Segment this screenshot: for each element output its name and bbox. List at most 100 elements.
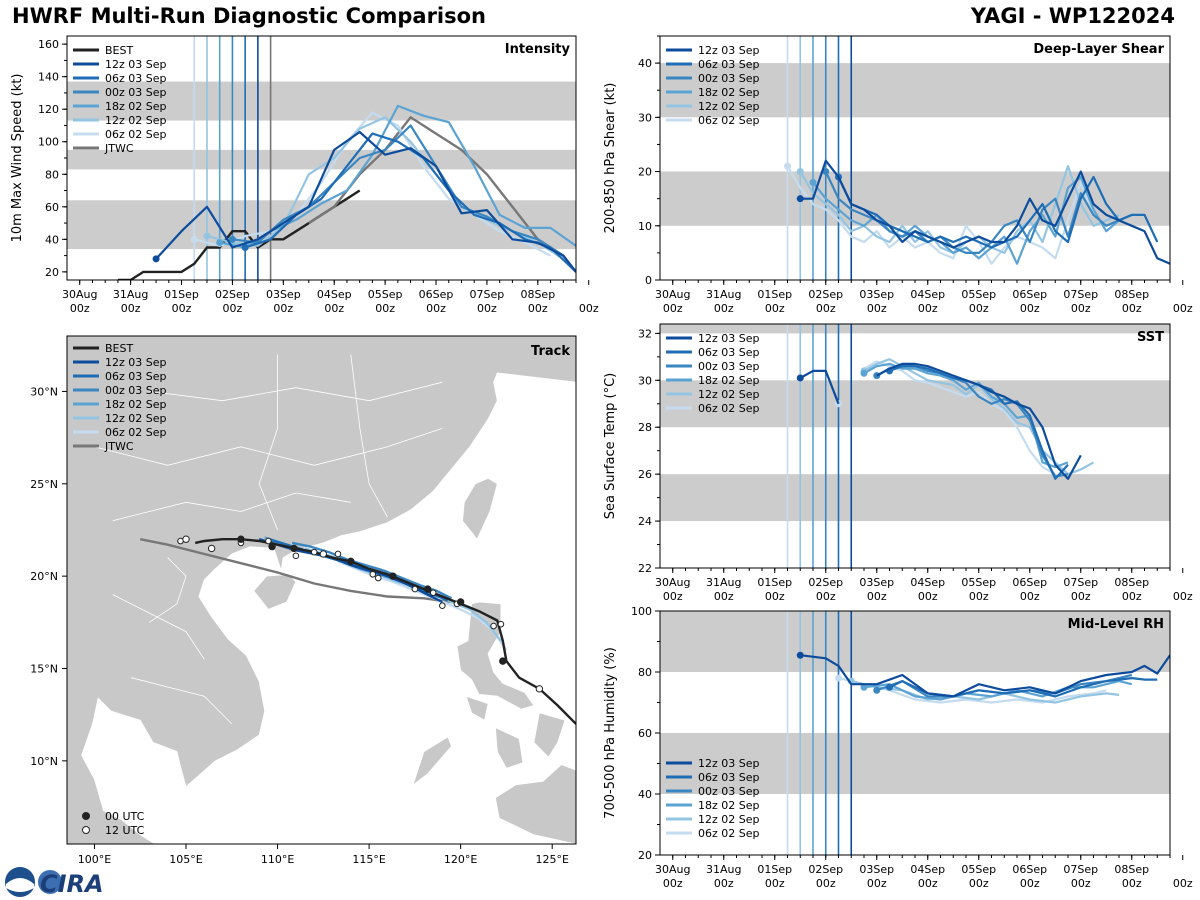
best-position-marker xyxy=(319,550,328,558)
legend-label: 06z 03 Sep xyxy=(698,58,760,71)
legend-label: 12z 03 Sep xyxy=(698,44,760,57)
x-tick-label: 04Sep xyxy=(910,863,945,876)
run-position-marker xyxy=(310,548,318,556)
y-tick-label: 20 xyxy=(638,849,652,862)
x-tick-label: 30Aug xyxy=(62,288,97,301)
best-position-marker xyxy=(182,535,190,543)
panel-title: Intensity xyxy=(505,42,571,57)
x-tick-label: 30Aug xyxy=(655,576,690,589)
run-init-point xyxy=(860,369,868,377)
map-content xyxy=(67,336,576,844)
x-tick-sublabel: 00z xyxy=(714,302,734,315)
y-tick-label: 10 xyxy=(638,220,652,233)
run-line xyxy=(837,175,1159,249)
x-tick-sublabel: 00z xyxy=(765,877,785,890)
x-tick-sublabel: 00z xyxy=(1071,877,1091,890)
best-position-marker xyxy=(389,572,397,580)
x-tick-label: 31Aug xyxy=(706,863,741,876)
y-tick-label: 40 xyxy=(638,57,652,70)
marker-legend-symbol xyxy=(82,812,90,820)
legend-label: 12z 02 Sep xyxy=(105,114,167,127)
x-tick-sublabel: 00z xyxy=(1020,302,1040,315)
lat-tick-label: 10°N xyxy=(30,755,58,768)
cira-globe-icon xyxy=(38,870,62,894)
lon-tick-label: 125°E xyxy=(535,853,568,866)
x-tick-label: 08Sep xyxy=(1114,576,1149,589)
jtwc-track xyxy=(139,538,465,607)
plot-content xyxy=(660,324,1170,568)
legend-label: 18z 02 Sep xyxy=(698,799,760,812)
threshold-band xyxy=(67,81,576,121)
noaa-wave-icon xyxy=(6,878,34,892)
x-tick-sublabel: 00z xyxy=(1020,877,1040,890)
x-tick-sublabel: 00z xyxy=(663,590,683,603)
rh-panel: 2040608010030Aug00z31Aug00z01Sep00z02Sep… xyxy=(603,605,1193,890)
run-init-point xyxy=(241,243,249,251)
x-tick-sublabel: 00z xyxy=(867,590,887,603)
run-line xyxy=(219,104,576,249)
y-tick-label: 80 xyxy=(45,168,59,181)
x-tick-sublabel: 00z xyxy=(1173,590,1193,603)
x-tick-sublabel: 00z xyxy=(816,590,836,603)
run-init-point xyxy=(190,235,198,243)
y-tick-label: 0 xyxy=(645,274,652,287)
province-border xyxy=(131,677,233,725)
panel-title: Track xyxy=(531,344,570,359)
x-tick-label: 02Sep xyxy=(808,288,843,301)
run-position-marker xyxy=(411,585,419,593)
plot-content xyxy=(660,36,1170,280)
x-tick-label: 31Aug xyxy=(706,576,741,589)
x-tick-sublabel: 00z xyxy=(324,302,344,315)
best-position-marker xyxy=(237,535,245,543)
lon-tick-label: 100°E xyxy=(78,853,111,866)
legend-label: 06z 02 Sep xyxy=(698,827,760,840)
x-tick-sublabel: 00z xyxy=(765,302,785,315)
x-tick-label: 30Aug xyxy=(655,288,690,301)
y-tick-label: 140 xyxy=(38,71,59,84)
x-tick-sublabel: 00z xyxy=(867,302,887,315)
x-tick-label: 03Sep xyxy=(859,863,894,876)
legend-label: JTWC xyxy=(104,142,134,155)
run-init-point xyxy=(809,178,817,186)
lon-tick-label: 110°E xyxy=(261,853,294,866)
x-tick-sublabel: 00z xyxy=(528,302,548,315)
y-tick-label: 30 xyxy=(638,111,652,124)
run-position-marker xyxy=(265,537,272,545)
best-position-marker xyxy=(347,557,355,566)
track-panel: 100°E 105°E 110°E 115°E 120°E 125°E 10°N 15°N 20… xyxy=(30,335,577,866)
plot-content xyxy=(660,611,1170,855)
y-tick-label: 30 xyxy=(638,374,652,387)
y-axis-label: 200-850 hPa Shear (kt) xyxy=(603,83,618,234)
mindanao-island xyxy=(494,764,576,844)
x-tick-label: 05Sep xyxy=(368,288,403,301)
run-line xyxy=(799,165,1120,254)
lat-tick-label: 20°N xyxy=(30,570,58,583)
cira-logo-text: CIRA xyxy=(40,870,104,898)
x-tick-label: 30Aug xyxy=(655,863,690,876)
y-axis-label: Sea Surface Temp (°C) xyxy=(603,373,618,520)
legend-label: 06z 03 Sep xyxy=(105,72,167,85)
x-tick-sublabel: 00z xyxy=(273,302,293,315)
x-tick-sublabel: 00z xyxy=(1020,590,1040,603)
run-position-marker xyxy=(490,622,497,630)
x-tick-label: 02Sep xyxy=(808,863,843,876)
legend-label: 12z 02 Sep xyxy=(698,100,760,113)
legend-label: 06z 02 Sep xyxy=(698,402,760,415)
y-tick-label: 22 xyxy=(638,562,652,575)
best-position-marker xyxy=(268,542,276,551)
run-init-point xyxy=(796,168,804,176)
best-position-marker xyxy=(423,585,432,593)
run-line xyxy=(155,130,576,273)
x-tick-sublabel: 00z xyxy=(969,590,989,603)
run-position-marker xyxy=(334,550,342,558)
legend-label: BEST xyxy=(105,44,133,57)
run-track xyxy=(258,538,443,604)
intensity-panel: 2040608010012014016030Aug00z31Aug00z01Se… xyxy=(10,35,599,315)
threshold-band xyxy=(660,171,1170,226)
province-border xyxy=(350,354,388,518)
x-tick-sublabel: 00z xyxy=(1122,877,1142,890)
